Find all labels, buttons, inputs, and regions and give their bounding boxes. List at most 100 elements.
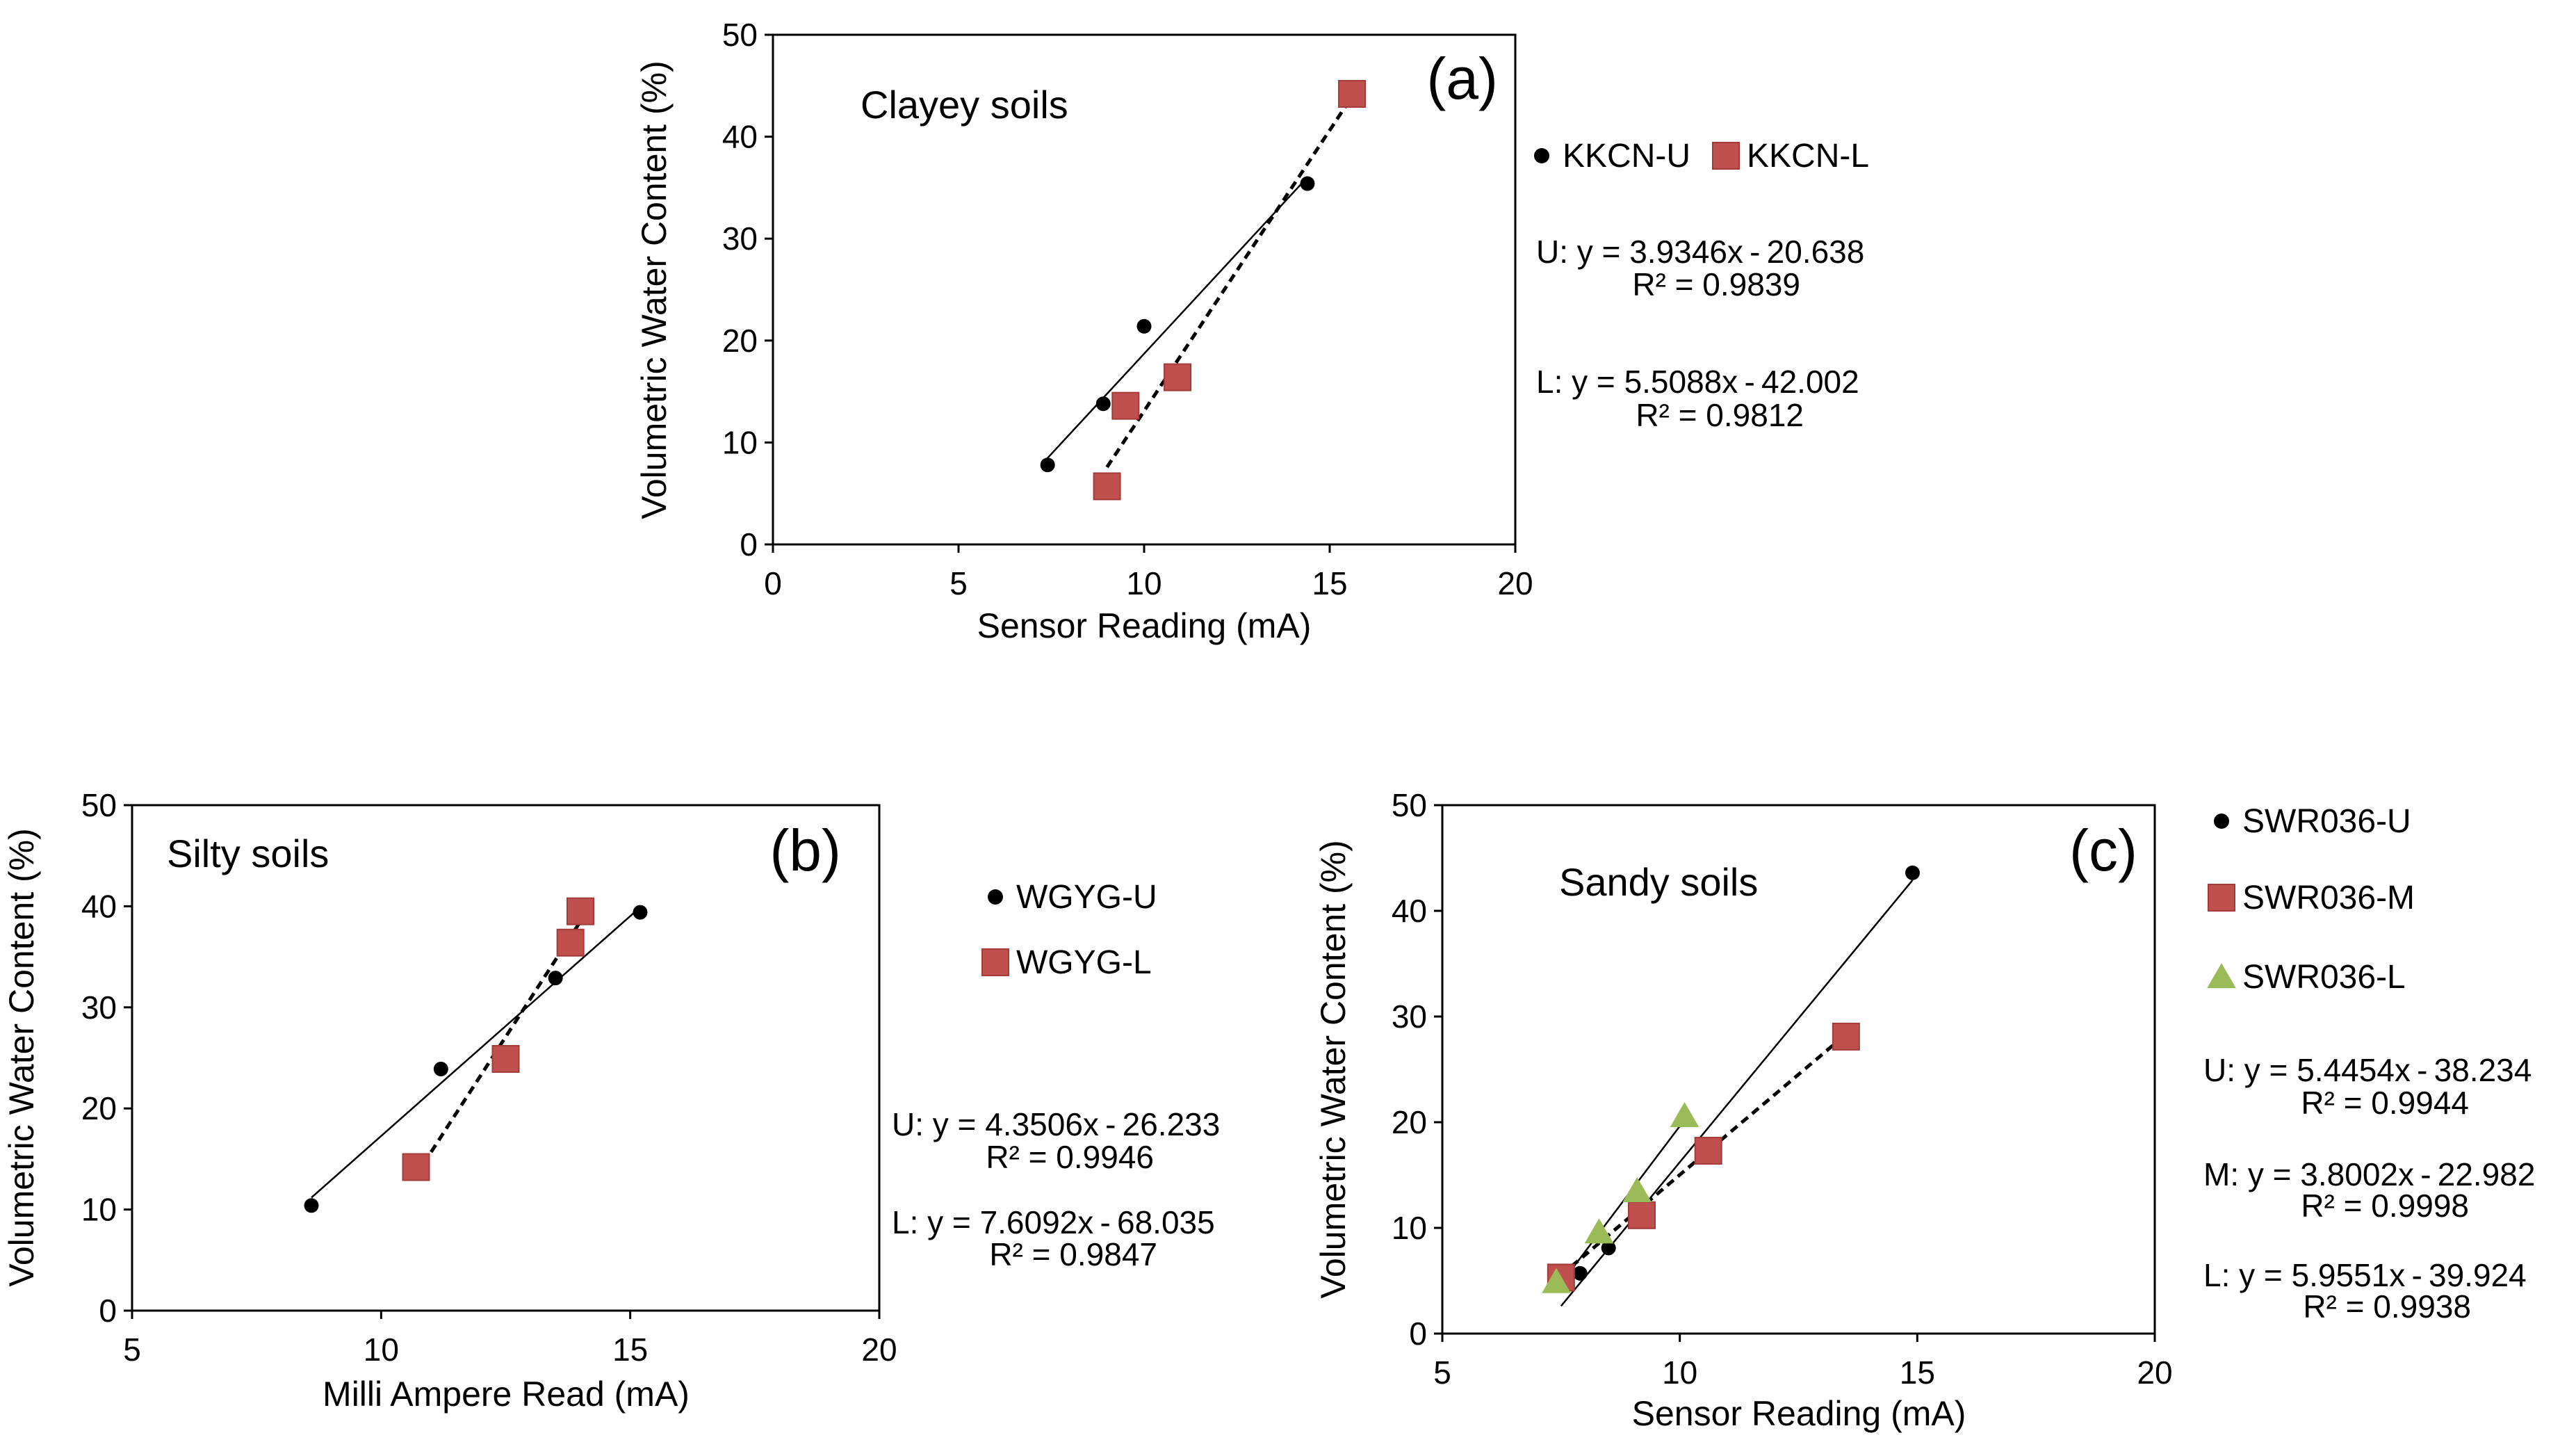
data-point-wgyg-l — [566, 897, 594, 925]
y-tick-label: 0 — [1409, 1316, 1427, 1352]
panel-label: (a) — [1426, 46, 1498, 111]
trendline-wgyg-u — [311, 906, 641, 1199]
data-point-kkcn-l — [1111, 391, 1140, 420]
chart-panel-c: 5 10 15 20 0 10 20 30 40 50 Sensor Reading (mA) Vol… — [1314, 787, 2535, 1433]
trendline-equation: U: y = 5.4454x - 38.234 — [2203, 1052, 2532, 1088]
y-tick-label: 40 — [1392, 893, 1427, 929]
y-tick-label: 10 — [81, 1192, 117, 1228]
y-tick-label: 50 — [722, 17, 758, 53]
x-tick-label: 0 — [764, 565, 782, 601]
panel-label: (b) — [769, 818, 841, 883]
chart-panel-b: 5 10 15 20 0 10 20 30 40 50 Milli Ampere Read (mA)… — [2, 787, 1220, 1414]
legend-marker-kkcn-u — [1534, 148, 1549, 163]
legend-marker-swr036-u — [2214, 813, 2229, 829]
x-tick-label: 20 — [2137, 1354, 2172, 1391]
r-squared-value: R² = 0.9944 — [2301, 1085, 2469, 1121]
data-point-swr036-m — [1694, 1137, 1722, 1165]
data-point-kkcn-l — [1338, 80, 1367, 108]
r-squared-value: R² = 0.9839 — [1632, 266, 1800, 302]
x-tick-label: 20 — [861, 1331, 897, 1368]
trendline-swr036-u — [1560, 880, 1914, 1307]
x-axis-label: Milli Ampere Read (mA) — [323, 1375, 690, 1414]
data-point-swr036-m — [1832, 1022, 1860, 1051]
y-tick-label: 20 — [81, 1090, 117, 1126]
trendline-equation: L: y = 5.9551x - 39.924 — [2203, 1257, 2527, 1293]
legend-entry-kkcn-u: KKCN-U — [1563, 138, 1690, 175]
data-point-kkcn-l — [1164, 363, 1192, 391]
y-tick-label: 30 — [81, 989, 117, 1026]
r-squared-value: R² = 0.9847 — [989, 1236, 1157, 1272]
y-tick-label: 40 — [722, 119, 758, 155]
panel-label: (c) — [2069, 818, 2137, 883]
r-squared-value: R² = 0.9998 — [2301, 1188, 2469, 1224]
plot-area-frame — [131, 804, 881, 1312]
legend-entry-swr036-l: SWR036-L — [2242, 959, 2406, 996]
data-point-wgyg-l — [491, 1044, 520, 1073]
y-axis-label: Volumetric Water Content (%) — [635, 60, 674, 519]
x-tick-label: 15 — [612, 1331, 648, 1368]
trendline-wgyg-l — [414, 920, 582, 1176]
legend-entry-wgyg-u: WGYG-U — [1016, 879, 1157, 916]
x-tick-label: 10 — [1126, 565, 1161, 601]
trendline-equation: L: y = 5.5088x - 42.002 — [1536, 364, 1859, 400]
r-squared-value: R² = 0.9946 — [986, 1139, 1154, 1175]
data-point-kkcn-u — [1136, 318, 1152, 334]
r-squared-value: R² = 0.9812 — [1636, 397, 1804, 433]
x-axis-label: Sensor Reading (mA) — [977, 606, 1312, 645]
data-point-swr036-l — [1542, 1268, 1571, 1293]
data-point-swr036-l — [1622, 1176, 1652, 1203]
y-tick-label: 0 — [99, 1293, 117, 1329]
data-point-swr036-m — [1628, 1201, 1656, 1229]
trendline-swr036-l — [1556, 1119, 1686, 1290]
y-tick-label: 10 — [1392, 1210, 1427, 1246]
x-tick-label: 5 — [1433, 1354, 1451, 1391]
y-tick-label: 20 — [1392, 1104, 1427, 1140]
trendline-equation: L: y = 7.6092x - 68.035 — [892, 1204, 1215, 1240]
legend-marker-wgyg-u — [988, 889, 1003, 905]
x-tick-label: 10 — [1662, 1354, 1697, 1391]
data-point-swr036-l — [1670, 1102, 1699, 1128]
y-tick-label: 50 — [81, 787, 117, 823]
data-point-kkcn-u — [1040, 458, 1055, 473]
legend-entry-kkcn-l: KKCN-L — [1747, 138, 1869, 175]
y-tick-label: 0 — [740, 526, 758, 562]
data-point-wgyg-u — [548, 971, 563, 986]
data-point-wgyg-l — [402, 1153, 430, 1181]
trendline-equation: U: y = 4.3506x - 26.233 — [892, 1106, 1220, 1142]
x-tick-label: 5 — [949, 565, 968, 601]
data-point-wgyg-u — [304, 1198, 319, 1213]
y-tick-label: 40 — [81, 888, 117, 924]
data-point-kkcn-u — [1095, 396, 1111, 412]
data-point-swr036-l — [1584, 1218, 1614, 1244]
trendline-kkcn-l — [1105, 95, 1354, 469]
y-axis-label: Volumetric Water Content (%) — [1314, 840, 1353, 1298]
trendline-equation: U: y = 3.9346x - 20.638 — [1536, 234, 1864, 270]
data-point-kkcn-u — [1300, 176, 1315, 191]
data-point-swr036-u — [1905, 865, 1920, 880]
legend-marker-swr036-l — [2207, 963, 2236, 989]
plot-area-frame — [1441, 804, 2156, 1335]
r-squared-value: R² = 0.9938 — [2303, 1288, 2471, 1325]
x-tick-label: 10 — [364, 1331, 399, 1368]
data-point-wgyg-u — [633, 905, 648, 920]
legend-entry-swr036-m: SWR036-M — [2242, 880, 2415, 916]
y-axis-label: Volumetric Water Content (%) — [2, 828, 41, 1286]
legend-marker-swr036-m — [2208, 884, 2235, 912]
legend-entry-wgyg-l: WGYG-L — [1016, 944, 1152, 981]
y-tick-label: 10 — [722, 424, 758, 460]
x-axis-label: Sensor Reading (mA) — [1632, 1394, 1966, 1433]
legend-entry-swr036-u: SWR036-U — [2242, 803, 2411, 840]
x-tick-label: 15 — [1900, 1354, 1935, 1391]
x-tick-label: 20 — [1497, 565, 1533, 601]
y-tick-label: 30 — [1392, 998, 1427, 1035]
data-point-wgyg-u — [433, 1061, 448, 1076]
legend-marker-kkcn-l — [1712, 142, 1740, 170]
data-point-kkcn-l — [1093, 472, 1121, 501]
soil-type-label: Clayey soils — [861, 83, 1068, 127]
y-tick-label: 30 — [722, 220, 758, 257]
data-point-swr036-u — [1601, 1240, 1616, 1256]
trendline-kkcn-u — [1047, 177, 1308, 459]
x-tick-label: 15 — [1312, 565, 1347, 601]
chart-panel-a: 0 5 10 15 20 0 10 20 30 40 50 Sensor Reading (mA) Vo… — [635, 17, 1869, 645]
